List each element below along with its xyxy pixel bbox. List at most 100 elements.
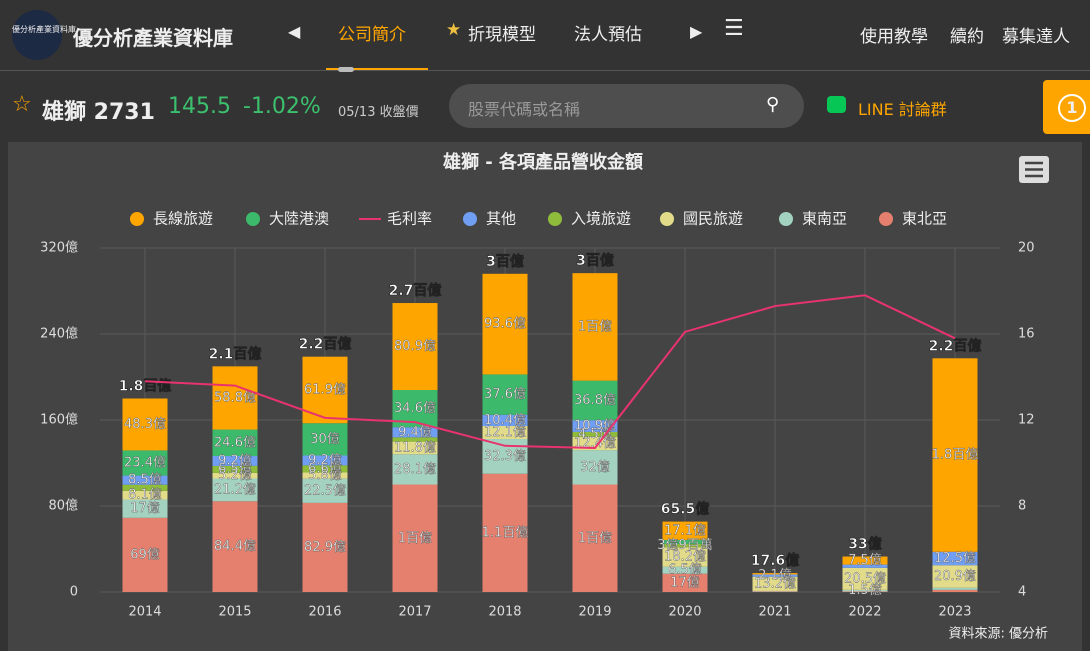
x-tick-label: 2017	[398, 605, 431, 620]
search-icon[interactable]: ⚲	[766, 94, 780, 115]
total-label: 33億	[848, 536, 881, 553]
data-label: 1.8百億	[932, 447, 979, 463]
star-icon[interactable]: ☆	[12, 92, 32, 117]
bar-segment	[932, 565, 978, 588]
chart-menu-icon	[1025, 161, 1043, 178]
data-label: 10.9億	[574, 418, 616, 434]
logo[interactable]: 優分析產業資料庫	[12, 10, 76, 60]
bar-segment	[752, 590, 798, 592]
legend-marker	[246, 212, 260, 226]
bar-segment	[572, 431, 618, 437]
data-label: 23.4億	[124, 455, 166, 471]
data-label: 1.1百億	[482, 524, 529, 540]
data-label: 3億9百萬	[657, 537, 713, 553]
bar-segment	[752, 573, 798, 575]
y-tick-label: 240億	[40, 326, 78, 342]
nav-link[interactable]: 續約	[950, 27, 984, 47]
bar-segment	[392, 427, 438, 438]
tab[interactable]: 公司簡介	[338, 25, 406, 45]
badge[interactable]: 1	[1058, 94, 1086, 122]
bar-segment	[842, 556, 888, 565]
legend-marker	[463, 212, 477, 226]
data-label: 12.5億	[934, 550, 976, 566]
bar-segment	[752, 576, 798, 591]
bar-segment	[392, 454, 438, 485]
data-label: 12.1億	[484, 424, 526, 440]
bar-segment	[932, 587, 978, 590]
total-label: 3百億	[576, 252, 614, 269]
bar-segment	[662, 566, 708, 574]
total-label: 17.6億	[751, 552, 800, 569]
menu-icon[interactable]: ☰	[724, 16, 744, 41]
brand[interactable]: 優分析產業資料庫	[73, 26, 233, 50]
data-label: 20.5億	[844, 570, 886, 586]
y2-tick-label: 4	[1018, 585, 1026, 600]
divider	[0, 70, 1090, 71]
x-tick-label: 2019	[578, 605, 611, 620]
bar-segment	[122, 475, 168, 485]
bar-segment	[482, 414, 528, 427]
bar-segment	[842, 591, 888, 592]
chart-panel	[8, 142, 1082, 651]
data-label: 34.6億	[394, 400, 436, 416]
bar-segment	[122, 499, 168, 518]
data-label: 17億	[130, 500, 160, 516]
search-box[interactable]	[449, 84, 804, 128]
bar-segment	[662, 573, 708, 592]
bar-segment	[302, 502, 348, 592]
nav-link[interactable]: 使用教學	[860, 27, 928, 47]
tab[interactable]: 法人預估	[574, 25, 642, 45]
legend-marker	[660, 212, 674, 226]
y2-tick-label: 12	[1018, 413, 1035, 428]
bar-segment	[662, 543, 708, 548]
data-label: 6.5億	[218, 461, 252, 477]
line-series	[144, 294, 956, 449]
x-tick-label: 2014	[128, 605, 161, 620]
bar-segment	[122, 484, 168, 491]
bar-segment	[122, 517, 168, 592]
tab[interactable]: 折現模型	[468, 25, 536, 45]
prev-arrow[interactable]: ◀	[288, 22, 301, 41]
bar-segment	[302, 478, 348, 503]
bar-segment	[482, 273, 528, 375]
data-label: 6.6億	[308, 460, 342, 476]
bar-segment	[122, 490, 168, 500]
bar-segment	[212, 429, 258, 457]
legend-label: 大陸港澳	[269, 210, 329, 228]
bar-segment	[842, 564, 888, 568]
y2-tick-label: 16	[1018, 327, 1035, 342]
source: 資料來源: 優分析	[948, 627, 1048, 642]
legend-label: 長線旅遊	[153, 210, 213, 228]
data-label: 93.6億	[484, 316, 526, 332]
bar-segment	[302, 465, 348, 473]
star-icon: ★	[446, 20, 462, 40]
bar-segment	[572, 484, 618, 592]
legend-label: 東南亞	[802, 210, 847, 228]
legend-label: 毛利率	[387, 210, 432, 228]
x-tick-label: 2018	[488, 605, 521, 620]
legend-marker	[130, 212, 144, 226]
data-label: 30億	[310, 431, 340, 447]
bar-segment	[122, 398, 168, 451]
legend-marker	[548, 212, 562, 226]
data-label: 6.5億	[668, 562, 702, 578]
price: 145.5	[168, 94, 231, 119]
change: -1.02%	[243, 94, 321, 119]
data-label: 9.2億	[308, 452, 342, 468]
search-placeholder: 股票代碼或名稱	[468, 100, 581, 119]
total-label: 2.2百億	[929, 337, 982, 354]
data-label: 1.5億	[848, 582, 882, 598]
bar-segment	[482, 473, 528, 592]
data-label: 8.1億	[128, 487, 162, 503]
bar-segment	[122, 450, 168, 476]
bar-segment	[482, 374, 528, 415]
bar-segment	[302, 472, 348, 479]
nav-link[interactable]: 募集達人	[1002, 27, 1070, 47]
total-label: 2.7百億	[389, 282, 442, 299]
line-link[interactable]: LINE 討論群	[858, 100, 947, 119]
bar-segment	[842, 589, 888, 592]
data-label: 20.9億	[934, 568, 976, 584]
x-tick-label: 2020	[668, 605, 701, 620]
next-arrow[interactable]: ▶	[690, 22, 703, 41]
data-label: 9.4億	[398, 424, 432, 440]
